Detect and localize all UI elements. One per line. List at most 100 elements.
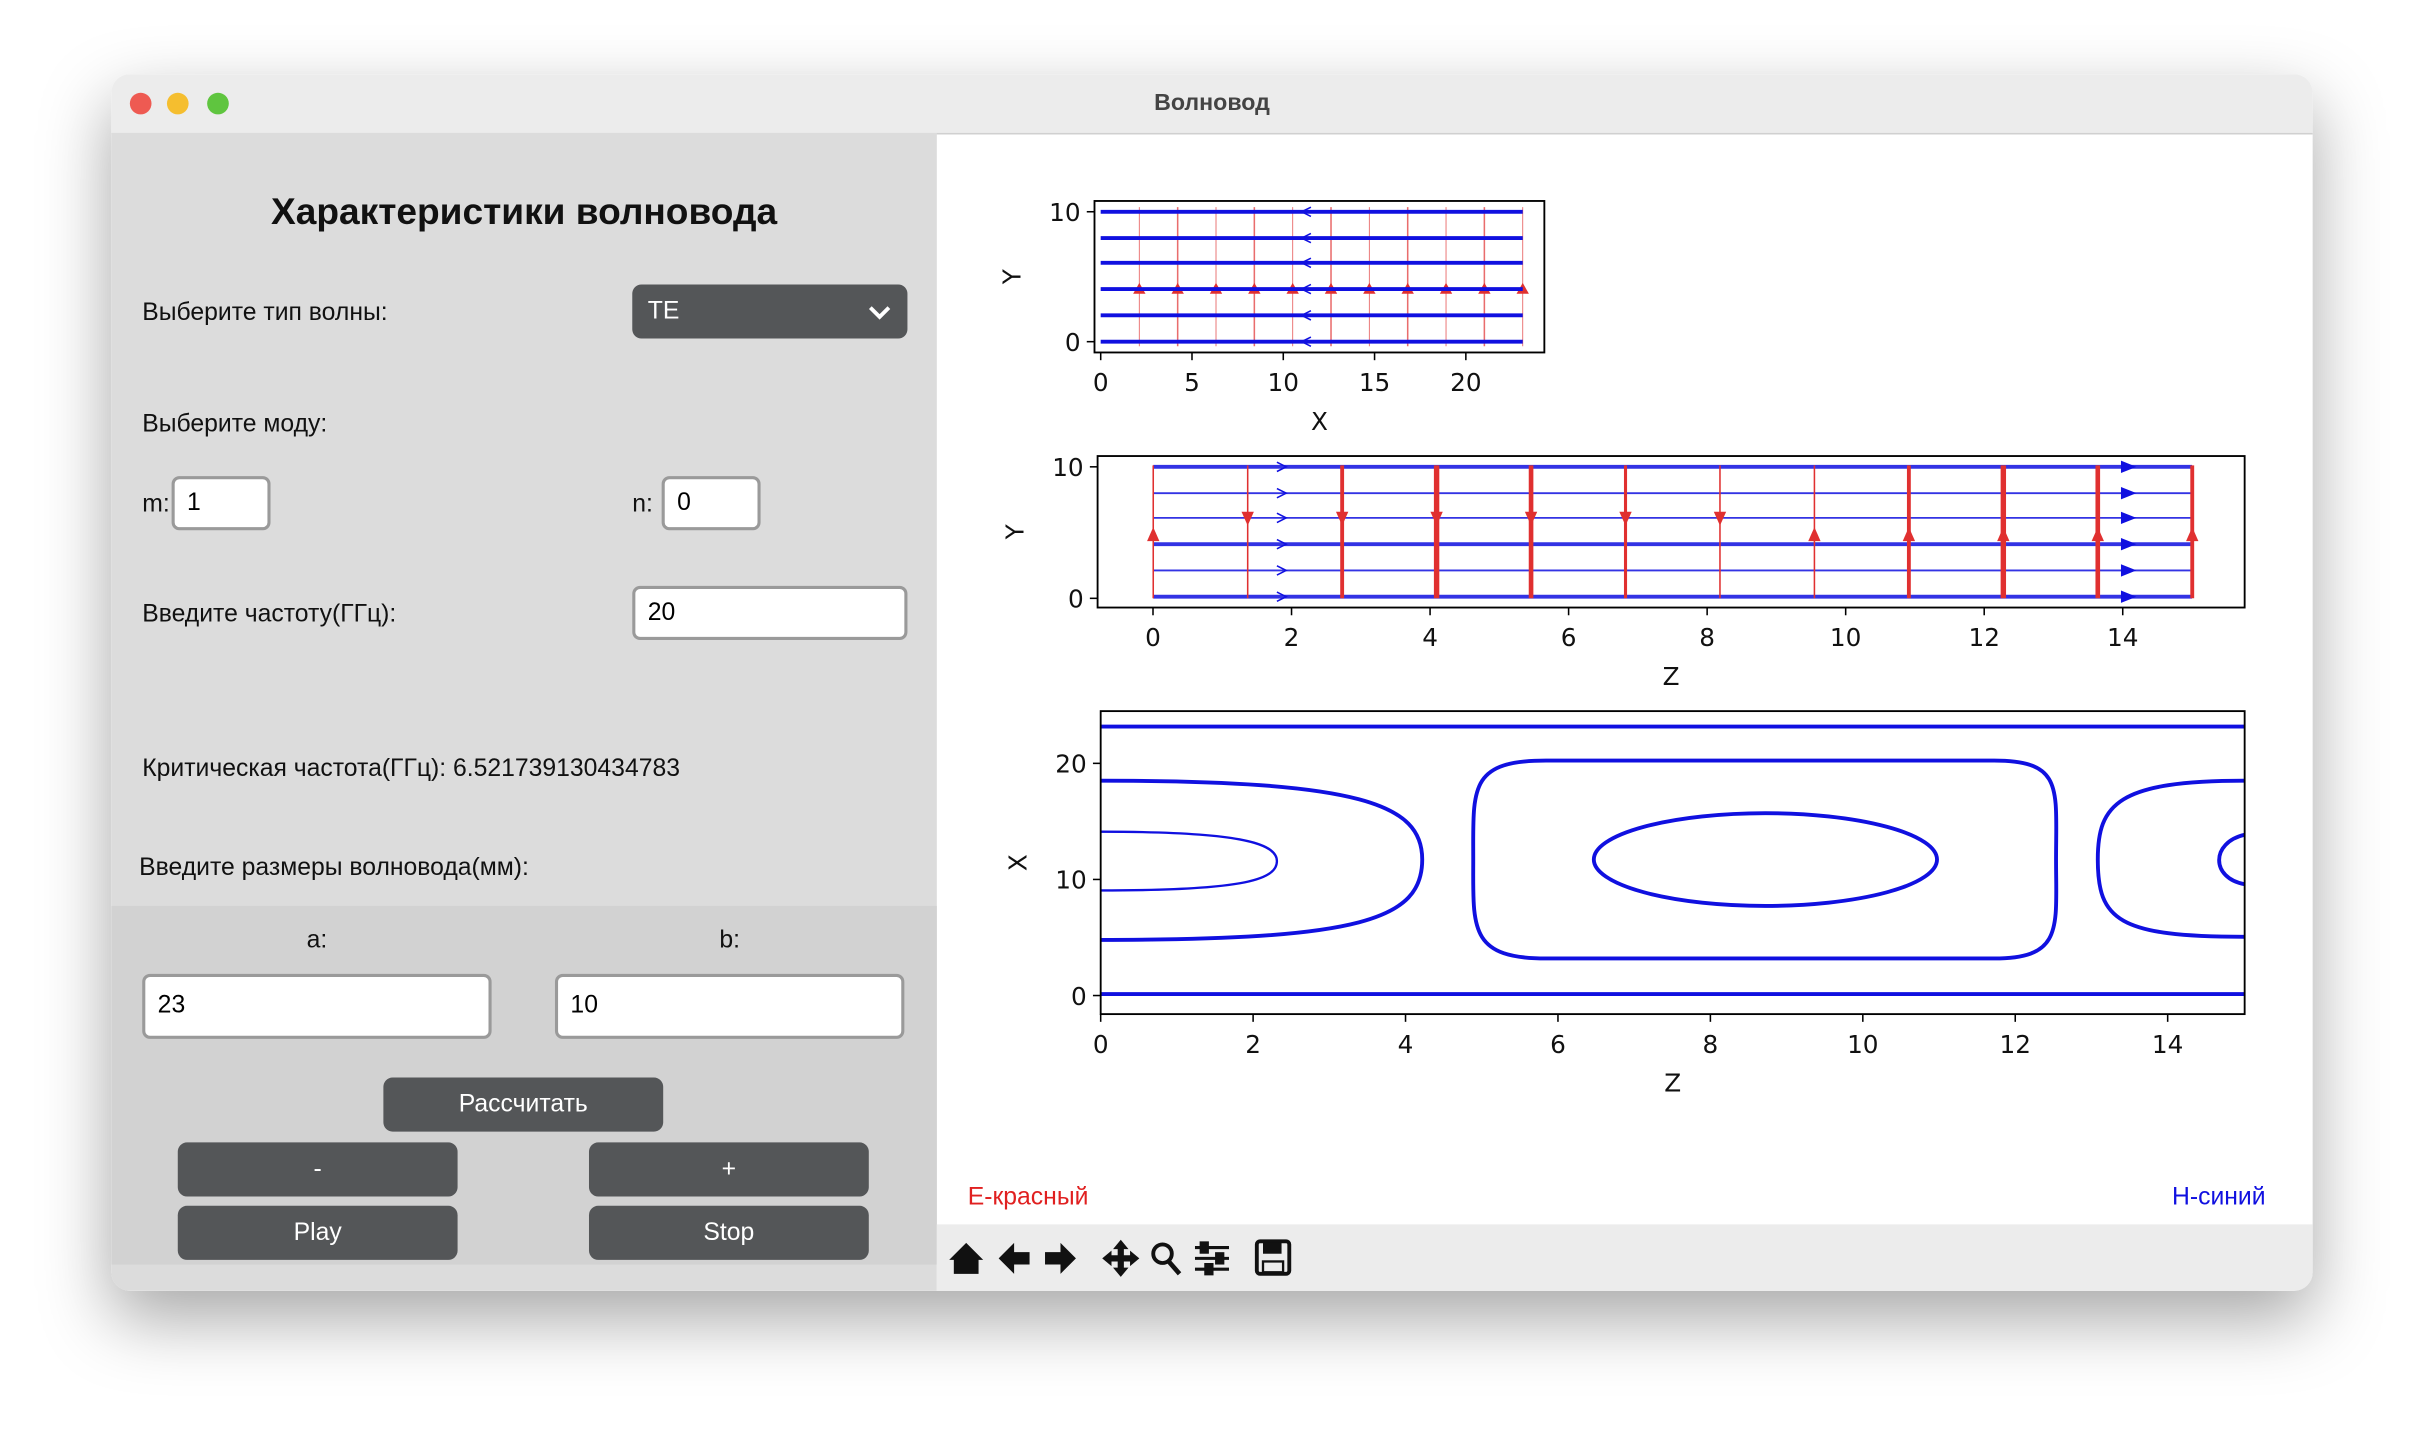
e-arrow [1619,511,1632,526]
home-icon[interactable] [949,1242,984,1274]
h-arrow [2120,564,2137,577]
back-icon[interactable] [998,1242,1030,1274]
h-loop [1471,758,2059,961]
h-arrow [1276,591,1288,603]
x-axis-label: X [1311,407,1328,436]
button[interactable]: - [177,1142,458,1197]
h-arrow [2120,460,2137,474]
h-loop [2095,778,2245,939]
configure-icon[interactable] [1194,1241,1229,1276]
x-tick-label: 14 [2152,1030,2183,1059]
h-loop [1100,778,1425,942]
x-tick-label: 12 [2000,1030,2031,1059]
e-arrow [1808,527,1821,542]
save-icon[interactable] [1254,1239,1292,1276]
button[interactable]: Stop [588,1205,869,1260]
h-arrow [2120,590,2137,603]
h-loop [2217,832,2246,887]
n-input[interactable]: 0 [661,476,761,531]
x-tick-label: 0 [1093,368,1109,397]
e-arrow [1713,511,1727,526]
window-title: Волновод [1154,89,1270,116]
x-tick-label: 8 [1699,623,1715,652]
title-bar [111,74,2313,135]
axes-frame [1099,710,2246,1016]
m-input[interactable]: 1 [171,476,271,531]
toolbar-icons [949,1239,1292,1277]
h-loop [1591,811,1939,908]
close-button[interactable] [129,92,152,115]
critical-frequency: Критическая частота(ГГц): 6.521739130434… [142,755,680,783]
label: Выберите моду: [142,411,328,438]
e-arrow [1997,527,2010,542]
x-tick-label: 10 [1268,368,1299,397]
label: Введите частоту(ГГц): [142,601,397,628]
heading: Характеристики волновода [270,191,778,234]
h-arrow [1299,336,1312,347]
minimize-button[interactable] [166,92,189,115]
x-tick-label: 0 [1093,1030,1109,1059]
button[interactable]: Рассчитать [383,1077,664,1132]
y-tick-label: 10 [1049,198,1080,227]
e-arrow [2091,527,2104,542]
label: a: [306,927,328,954]
toolbar [936,1224,2313,1291]
e-arrow [2186,527,2199,542]
plot: 0 2 4 6 8 10 12 14 0 10 20 Z X [1003,710,2246,1097]
button[interactable]: Play [177,1205,458,1260]
y-axis-label: Y [997,268,1026,285]
b-input[interactable]: 10 [554,973,905,1039]
h-arrow [1276,565,1288,576]
y-tick-label: 0 [1065,328,1081,357]
e-arrow [1524,511,1538,526]
wave-type-select[interactable]: TE [632,284,908,339]
h-arrow [1299,310,1312,321]
label: Выберите тип волны: [142,299,388,327]
label: Введите размеры волновода(мм): [139,854,529,882]
h-arrow [1299,257,1312,269]
x-tick-label: 4 [1422,623,1438,652]
y-tick-label: 0 [1071,982,1087,1011]
plot: 0 2 4 6 8 10 12 14 0 10 Z Y [1000,453,2246,691]
plot: 0 5 10 15 20 0 10 X Y [997,198,1546,436]
h-arrow [1276,512,1288,524]
y-tick-label: 20 [1055,750,1086,779]
x-tick-label: 10 [1847,1030,1878,1059]
h-arrow [2120,486,2137,500]
x-tick-label: 5 [1184,368,1200,397]
h-loop [1100,830,1279,892]
x-tick-label: 20 [1450,368,1481,397]
h-arrow [1276,461,1288,473]
h-arrow [1299,232,1312,244]
x-tick-label: 15 [1359,368,1390,397]
freq-input[interactable]: 20 [632,585,908,641]
legend-h: Н-синий [2171,1184,2266,1211]
y-tick-label: 10 [1055,866,1086,895]
label: m: [142,491,170,518]
h-arrow [1276,487,1288,499]
x-tick-label: 2 [1284,623,1300,652]
h-arrow [1299,283,1312,295]
x-tick-label: 4 [1398,1030,1414,1059]
h-arrow [2120,511,2137,525]
zoom-icon[interactable] [1151,1242,1182,1276]
a-input[interactable]: 23 [142,973,492,1039]
e-arrow [1147,527,1160,542]
x-tick-label: 14 [2107,623,2138,652]
pan-icon[interactable] [1102,1239,1140,1277]
axes-frame [1093,200,1546,354]
zoom-button[interactable] [207,92,229,115]
h-arrow [1276,538,1288,550]
e-arrow [1335,511,1349,526]
y-axis-label: X [1003,854,1032,871]
forward-icon[interactable] [1045,1242,1076,1274]
legend-e: Е-красный [967,1184,1089,1211]
x-tick-label: 10 [1830,623,1861,652]
x-axis-label: Z [1663,662,1680,691]
y-axis-label: Y [1000,523,1029,540]
button[interactable]: + [588,1142,869,1197]
x-tick-label: 0 [1145,623,1161,652]
e-arrow [1902,527,1916,542]
